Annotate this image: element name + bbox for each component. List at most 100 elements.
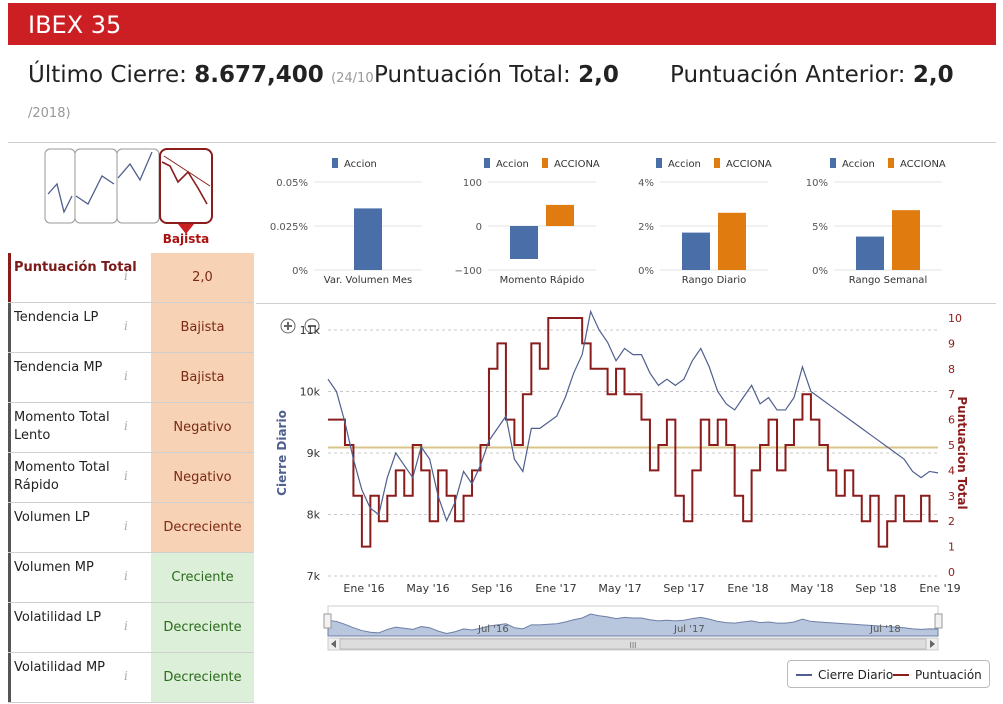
range-navigator[interactable]: Jul '16 Jul '17 Jul '18 <box>323 605 943 637</box>
y2-tick-label: 6 <box>948 414 955 427</box>
tick-label: 0% <box>638 266 654 277</box>
mini-chart-momentum: Accion ACCIONA 100 0 −100 Momento Rápido <box>436 150 606 290</box>
trend-option-up-down[interactable] <box>44 148 76 224</box>
legend-swatch <box>332 158 338 168</box>
title-bar: IBEX 35 <box>8 3 996 45</box>
info-icon[interactable]: i <box>124 319 128 333</box>
indicator-label: Tendencia LP <box>8 303 150 352</box>
indicator-label: Tendencia MP <box>8 353 150 402</box>
y2-tick-label: 0 <box>948 566 955 579</box>
indicator-row: Volumen MP i Creciente <box>8 553 254 603</box>
x-tick-label: Sep '17 <box>663 582 704 595</box>
indicator-label: Momento Total Rápido <box>8 453 150 502</box>
indicator-row: Tendencia LP i Bajista <box>8 303 254 353</box>
trend-option-down-selected[interactable] <box>159 148 213 234</box>
indicator-label: Volumen MP <box>8 553 150 602</box>
scrollbar-grip: III <box>629 641 636 650</box>
navigator-handle-left[interactable] <box>323 613 332 629</box>
scroll-left-icon[interactable] <box>331 640 336 648</box>
indicator-label: Volumen LP <box>8 503 150 552</box>
total-score: Puntuación Total: 2,0 <box>374 62 619 88</box>
legend-swatch <box>714 158 720 168</box>
x-tick-label: Ene '18 <box>727 582 768 595</box>
indicator-row: Volumen LP i Decreciente <box>8 503 254 553</box>
legend-label: Accion <box>344 159 377 170</box>
indicator-label: Momento Total Lento <box>8 403 150 452</box>
trend-label: Bajista <box>162 232 210 246</box>
series-score-line[interactable] <box>328 317 938 548</box>
y2-tick-label: 3 <box>948 490 955 503</box>
zoom-out-icon[interactable] <box>304 318 320 334</box>
last-close-date: (24/10 <box>331 71 374 86</box>
bar[interactable] <box>718 212 746 270</box>
navigator-label: Jul '16 <box>477 624 509 635</box>
legend-label: ACCIONA <box>554 159 600 170</box>
series-close-line[interactable] <box>327 309 939 523</box>
legend-item-score[interactable]: Puntuación <box>893 668 982 682</box>
info-icon[interactable]: i <box>124 519 128 533</box>
tick-label: 0.025% <box>270 222 308 233</box>
legend-swatch <box>542 158 548 168</box>
y2-tick-label: 7 <box>948 388 955 401</box>
info-icon[interactable]: i <box>124 369 128 383</box>
indicator-label: Puntuación Total <box>8 253 150 302</box>
page-title: IBEX 35 <box>28 11 122 39</box>
indicator-value: 2,0 <box>151 253 254 302</box>
legend-item-close[interactable]: Cierre Diario <box>796 668 893 682</box>
y-tick-label: 8k <box>307 509 321 522</box>
legend-label: Accion <box>668 159 701 170</box>
navigator-handle-right[interactable] <box>934 613 943 629</box>
last-close-label: Último Cierre: <box>28 62 187 88</box>
legend-swatch <box>888 158 894 168</box>
scrollbar[interactable]: III <box>327 637 939 651</box>
legend-label: ACCIONA <box>900 159 946 170</box>
bar[interactable] <box>856 236 884 270</box>
legend-close-label: Cierre Diario <box>818 668 894 682</box>
tick-label: 2% <box>638 222 654 233</box>
bar[interactable] <box>892 210 920 270</box>
divider <box>256 303 996 304</box>
x-tick-label: Sep '16 <box>471 582 512 595</box>
indicator-label: Volatilidad LP <box>8 603 150 652</box>
legend-swatch <box>656 158 662 168</box>
indicator-value: Decreciente <box>151 603 254 652</box>
indicator-row: Momento Total Lento i Negativo <box>8 403 254 453</box>
tick-label: 100 <box>463 178 482 189</box>
tick-label: 10% <box>806 178 828 189</box>
legend-label: Accion <box>842 159 875 170</box>
trend-option-range[interactable] <box>74 148 118 224</box>
legend-swatch <box>830 158 836 168</box>
bar[interactable] <box>546 204 574 226</box>
navigator-label: Jul '17 <box>673 624 705 635</box>
y2-tick-label: 9 <box>948 337 955 350</box>
info-icon[interactable]: i <box>124 469 128 483</box>
tick-label: −100 <box>455 266 482 277</box>
info-icon[interactable]: i <box>124 269 128 283</box>
indicator-panel: Puntuación Total i 2,0 Tendencia LP i Bajista… <box>8 253 254 703</box>
legend-label: ACCIONA <box>726 159 772 170</box>
x-axis-label: Rango Semanal <box>849 275 927 286</box>
previous-score: Puntuación Anterior: 2,0 <box>670 62 954 88</box>
tick-label: 0.05% <box>276 178 308 189</box>
bar[interactable] <box>510 226 538 259</box>
info-icon[interactable]: i <box>124 419 128 433</box>
info-icon[interactable]: i <box>124 619 128 633</box>
bar[interactable] <box>682 232 710 270</box>
zoom-in-icon[interactable] <box>280 318 296 334</box>
info-icon[interactable]: i <box>124 669 128 683</box>
x-axis-label: Momento Rápido <box>500 274 585 286</box>
trend-option-up[interactable] <box>116 148 160 224</box>
tick-label: 5% <box>812 222 828 233</box>
y-tick-label: 10k <box>300 386 321 399</box>
x-tick-label: Ene '19 <box>919 582 960 595</box>
indicator-value: Negativo <box>151 403 254 452</box>
indicator-value: Bajista <box>151 303 254 352</box>
x-axis-label: Rango Diario <box>682 275 746 286</box>
navigator-area <box>327 613 939 637</box>
y-axis-title: Cierre Diario <box>275 410 289 496</box>
legend-score-label: Puntuación <box>915 668 982 682</box>
bar[interactable] <box>354 208 382 270</box>
scroll-right-icon[interactable] <box>930 640 935 648</box>
indicator-value: Decreciente <box>151 503 254 552</box>
info-icon[interactable]: i <box>124 569 128 583</box>
